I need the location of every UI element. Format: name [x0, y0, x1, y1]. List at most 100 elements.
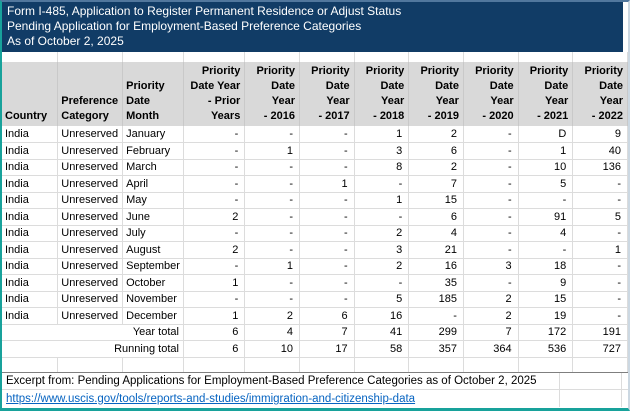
- total-row-label: Running total: [2, 341, 183, 358]
- total-value-cell-2020: 7: [463, 324, 518, 341]
- value-cell-2022: -: [573, 176, 628, 193]
- source-link[interactable]: https://www.uscis.gov/tools/reports-and-…: [6, 393, 415, 405]
- value-cell-2020: -: [463, 225, 518, 242]
- value-cell-2019: 16: [409, 258, 464, 275]
- data-row-august: IndiaUnreservedAugust2--321--1: [2, 242, 628, 259]
- value-cell-2021: 10: [518, 159, 573, 176]
- value-cell-2021: 9: [518, 275, 573, 292]
- value-cell-2019: -: [409, 308, 464, 325]
- empty-cell: [409, 52, 464, 62]
- data-row-october: IndiaUnreservedOctober1---35-9-: [2, 275, 628, 292]
- empty-cell: [354, 52, 409, 62]
- value-cell-2018: 3: [354, 143, 409, 160]
- pending-applications-table: CountryPreference CategoryPriority Date …: [2, 52, 628, 372]
- value-cell-2019: 185: [409, 291, 464, 308]
- month-cell: February: [123, 143, 184, 160]
- gridline: [560, 390, 622, 407]
- country-cell: India: [2, 291, 58, 308]
- empty-cell: [2, 357, 58, 372]
- value-cell-2019: 6: [409, 209, 464, 226]
- value-cell-2022: 5: [573, 209, 628, 226]
- value-cell-2017: -: [299, 159, 354, 176]
- month-cell: May: [123, 192, 184, 209]
- value-cell-2016: -: [245, 225, 300, 242]
- value-cell-2022: 136: [573, 159, 628, 176]
- category-cell: Unreserved: [58, 192, 123, 209]
- total-row-label: Year total: [2, 324, 183, 341]
- category-cell: Unreserved: [58, 143, 123, 160]
- value-cell-prior-years: -: [183, 143, 244, 160]
- value-cell-2019: 4: [409, 225, 464, 242]
- total-value-cell-2021: 536: [518, 341, 573, 358]
- month-cell: December: [123, 308, 184, 325]
- value-cell-2019: 15: [409, 192, 464, 209]
- report-title-line1: Form I-485, Application to Register Perm…: [7, 4, 623, 19]
- report-excerpt-view: Form I-485, Application to Register Perm…: [0, 0, 630, 411]
- value-cell-2017: 1: [299, 176, 354, 193]
- month-cell: August: [123, 242, 184, 259]
- empty-cell: [58, 357, 123, 372]
- column-header-2022: Priority Date Year - 2022: [573, 62, 628, 126]
- value-cell-prior-years: -: [183, 176, 244, 193]
- value-cell-2022: -: [573, 192, 628, 209]
- value-cell-2020: -: [463, 176, 518, 193]
- category-cell: Unreserved: [58, 176, 123, 193]
- value-cell-2016: 2: [245, 308, 300, 325]
- data-row-july: IndiaUnreservedJuly---24-4-: [2, 225, 628, 242]
- value-cell-2016: -: [245, 291, 300, 308]
- value-cell-2021: 1: [518, 143, 573, 160]
- report-title-line2: Pending Application for Employment-Based…: [7, 19, 623, 34]
- empty-cell: [463, 52, 518, 62]
- value-cell-2020: 3: [463, 258, 518, 275]
- column-header-prior-years: Priority Date Year - Prior Years: [183, 62, 244, 126]
- category-cell: Unreserved: [58, 308, 123, 325]
- source-link-cell: https://www.uscis.gov/tools/reports-and-…: [2, 390, 560, 407]
- month-cell: October: [123, 275, 184, 292]
- total-value-cell-2017: 17: [299, 341, 354, 358]
- value-cell-2020: -: [463, 209, 518, 226]
- value-cell-2018: -: [354, 176, 409, 193]
- value-cell-2021: 5: [518, 176, 573, 193]
- country-cell: India: [2, 209, 58, 226]
- value-cell-2021: 15: [518, 291, 573, 308]
- category-cell: Unreserved: [58, 258, 123, 275]
- total-value-cell-prior-years: 6: [183, 341, 244, 358]
- value-cell-2017: -: [299, 192, 354, 209]
- data-row-september: IndiaUnreservedSeptember-1-216318-: [2, 258, 628, 275]
- value-cell-2019: 2: [409, 159, 464, 176]
- header-row: CountryPreference CategoryPriority Date …: [2, 62, 628, 126]
- country-cell: India: [2, 192, 58, 209]
- value-cell-2022: 9: [573, 126, 628, 143]
- total-value-cell-2019: 299: [409, 324, 464, 341]
- country-cell: India: [2, 159, 58, 176]
- empty-cell: [183, 357, 244, 372]
- value-cell-2016: -: [245, 176, 300, 193]
- value-cell-2020: -: [463, 242, 518, 259]
- column-header-2021: Priority Date Year - 2021: [518, 62, 573, 126]
- total-value-cell-2018: 41: [354, 324, 409, 341]
- value-cell-2021: 18: [518, 258, 573, 275]
- empty-cell: [354, 357, 409, 372]
- data-row-april: IndiaUnreservedApril--1-7-5-: [2, 176, 628, 193]
- value-cell-2021: -: [518, 192, 573, 209]
- report-title-block: Form I-485, Application to Register Perm…: [2, 2, 623, 52]
- empty-cell: [123, 52, 184, 62]
- value-cell-prior-years: -: [183, 258, 244, 275]
- total-value-cell-2016: 10: [245, 341, 300, 358]
- country-cell: India: [2, 225, 58, 242]
- empty-cell: [123, 357, 184, 372]
- value-cell-2021: -: [518, 242, 573, 259]
- month-cell: January: [123, 126, 184, 143]
- value-cell-2022: -: [573, 258, 628, 275]
- month-cell: November: [123, 291, 184, 308]
- value-cell-2016: -: [245, 159, 300, 176]
- value-cell-2020: -: [463, 143, 518, 160]
- total-value-cell-2020: 364: [463, 341, 518, 358]
- value-cell-prior-years: 1: [183, 308, 244, 325]
- value-cell-2019: 7: [409, 176, 464, 193]
- data-row-february: IndiaUnreservedFebruary-1-36-140: [2, 143, 628, 160]
- month-cell: September: [123, 258, 184, 275]
- value-cell-2018: 5: [354, 291, 409, 308]
- total-value-cell-2022: 727: [573, 341, 628, 358]
- total-value-cell-prior-years: 6: [183, 324, 244, 341]
